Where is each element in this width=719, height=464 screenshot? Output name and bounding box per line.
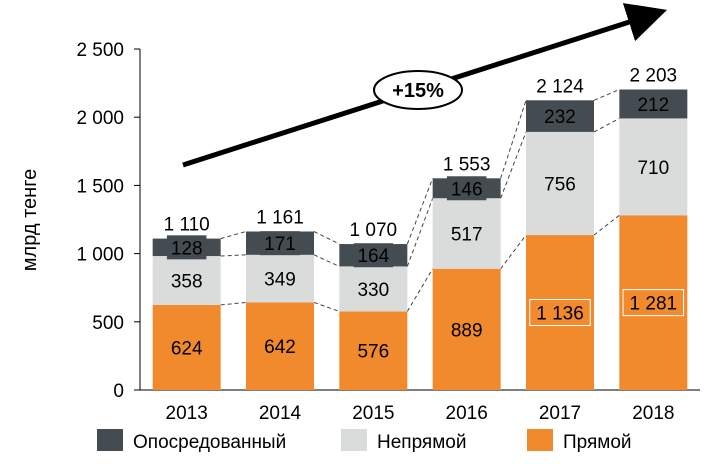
data-label: 212 (637, 95, 669, 116)
connector-line (220, 231, 247, 240)
connector-line (593, 214, 620, 236)
data-label: 1 281 (630, 294, 678, 315)
data-label: 889 (451, 320, 483, 341)
data-label-background (540, 104, 580, 129)
connector-line (500, 131, 527, 199)
x-tick-label: 2017 (539, 403, 581, 424)
data-label-background (260, 231, 300, 256)
bar-segment (246, 302, 314, 390)
legend-label: Прямой (563, 432, 632, 453)
y-tick-label: 500 (92, 313, 124, 334)
connector-line (593, 89, 620, 101)
bar-segment (619, 118, 688, 216)
data-label: 171 (264, 234, 296, 255)
connector-line (593, 117, 620, 133)
x-axis: 2013 2014 2015 2016 2017 2018 (166, 403, 675, 424)
connector-line (406, 198, 434, 267)
data-label: 358 (171, 271, 203, 292)
x-tick-label: 2014 (259, 403, 302, 424)
connector-line (406, 268, 434, 312)
connector-line (220, 301, 247, 306)
data-label: 710 (637, 158, 669, 179)
bar-segment (432, 268, 501, 390)
data-label-background (166, 235, 207, 260)
x-tick-label: 2016 (446, 403, 488, 424)
data-label: 756 (544, 174, 576, 195)
legend-label: Непрямой (377, 432, 466, 453)
bar-segment (152, 304, 221, 390)
legend-swatch (527, 429, 553, 451)
data-label-background (529, 299, 591, 327)
data-label: 1 136 (536, 304, 584, 325)
data-label: 576 (357, 342, 389, 363)
growth-badge (373, 70, 463, 110)
x-tick-label: 2015 (352, 403, 394, 424)
data-label: 146 (451, 179, 483, 200)
total-label: 2 124 (536, 76, 584, 97)
total-label: 1 110 (164, 215, 210, 236)
data-label: 349 (264, 270, 296, 291)
total-label: 2 203 (630, 66, 678, 87)
data-label-background (353, 243, 394, 268)
data-label: 642 (264, 337, 296, 358)
growth-label: +15% (392, 80, 444, 102)
bar-segment (526, 131, 594, 236)
legend: Опосредованный Непрямой Прямой (97, 429, 632, 453)
y-tick-label: 1 000 (76, 245, 124, 266)
connector-line (313, 301, 340, 312)
connector-line (500, 100, 527, 179)
y-axis-label: млрд тенге (19, 169, 41, 271)
data-label: 517 (451, 224, 483, 245)
data-label: 232 (544, 107, 576, 128)
x-tick-label: 2013 (166, 403, 208, 424)
legend-swatch (341, 429, 367, 451)
data-label: 330 (357, 280, 389, 301)
data-label: 128 (171, 238, 203, 259)
y-tick-label: 0 (113, 381, 124, 402)
bar-segment (246, 254, 314, 303)
bar-segment (152, 256, 221, 305)
bar-segment (339, 266, 408, 312)
data-label: 624 (171, 338, 203, 359)
connector-line (313, 254, 340, 267)
data-label-background (446, 176, 487, 201)
data-label: 164 (357, 246, 389, 267)
connector-line (220, 254, 247, 257)
y-tick-label: 2 500 (76, 40, 124, 61)
data-label-background (633, 91, 674, 116)
total-label: 1 553 (443, 154, 491, 175)
connector-line (313, 231, 340, 245)
total-label: 1 070 (350, 220, 398, 241)
y-tick-label: 1 500 (76, 176, 124, 197)
total-label: 1 161 (256, 208, 304, 229)
y-tick-label: 2 000 (76, 108, 124, 129)
bar-segment (339, 311, 408, 390)
y-axis: 0 500 1 000 1 500 2 000 2 500 (76, 40, 700, 402)
data-label-background (622, 289, 685, 317)
x-tick-label: 2018 (632, 403, 674, 424)
legend-swatch (97, 429, 123, 451)
connector-line (500, 234, 527, 270)
connector-lines (220, 89, 620, 312)
legend-label: Опосредованный (133, 432, 286, 453)
bar-segment (432, 198, 501, 269)
connector-line (406, 178, 434, 245)
